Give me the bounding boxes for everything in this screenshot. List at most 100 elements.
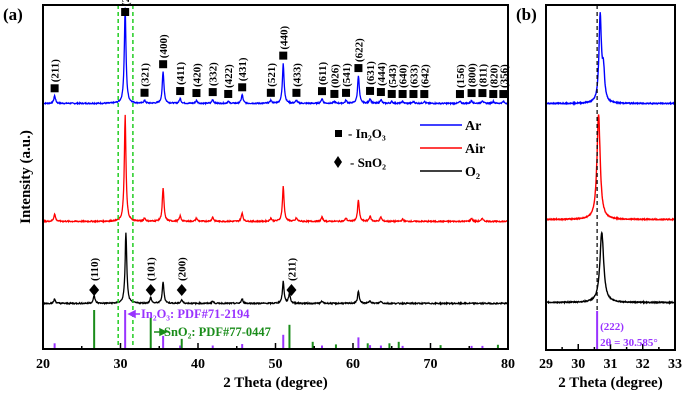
in2o3-square-marker (455, 90, 464, 99)
in2o3-square-marker (387, 89, 396, 98)
x-tick-label: 20 (36, 357, 50, 372)
hkl-label: (811) (477, 64, 489, 88)
in2o3-square-marker (318, 87, 326, 96)
in2o3-square-marker (467, 89, 476, 98)
in2o3-square-marker (140, 88, 149, 97)
in2o3-square-marker (366, 86, 375, 95)
hkl-label: (411) (175, 61, 187, 85)
in2o3-square-marker (238, 83, 247, 92)
reference-label-in2o3: In₂O₃: PDF#71-2194 (141, 307, 250, 321)
panel-label-b: (b) (516, 5, 537, 24)
hkl-label: (356) (498, 64, 510, 88)
sno2-diamond-marker (286, 284, 297, 296)
x-tick-label-b: 29 (539, 357, 553, 372)
legend-diamond-icon (334, 156, 342, 168)
x-tick-label: 60 (346, 357, 360, 372)
reference-label-sno2: SnO₂: PDF#77-0447 (164, 325, 271, 339)
legend-series-label: Air (465, 142, 485, 157)
in2o3-square-marker (342, 88, 351, 97)
x-tick-label: 50 (269, 357, 283, 372)
in2o3-square-marker (279, 51, 288, 60)
in2o3-square-marker (420, 90, 429, 99)
hkl-label: (543) (387, 64, 399, 88)
hkl-label: (640) (398, 64, 410, 88)
hkl-label: (820) (488, 64, 500, 88)
x-tick-label: 70 (424, 357, 438, 372)
in2o3-square-marker (159, 60, 168, 69)
hkl-label: (611) (317, 62, 329, 86)
trace-1 (42, 114, 509, 224)
annotation-2theta: 2θ = 30.585° (600, 337, 658, 349)
hkl-label: (444) (376, 62, 388, 86)
x-tick-label: 40 (191, 357, 205, 372)
in2o3-square-marker (224, 89, 233, 98)
x-tick-label-b: 33 (668, 357, 682, 372)
annotation-hkl: (222) (600, 321, 624, 333)
in2o3-square-marker (354, 64, 363, 73)
hkl-label: (622) (353, 38, 365, 62)
legend-phase-in2o3: - In₂O₃ (348, 126, 386, 141)
x-axis-label: 2 Theta (degree) (223, 375, 327, 391)
arrow-right-icon (154, 327, 168, 337)
legend-phase-sno2: - SnO₂ (350, 155, 386, 170)
hkl-label: (400) (158, 34, 170, 58)
hkl-label: (211) (50, 59, 62, 83)
hkl-label: (631) (365, 61, 377, 85)
trace-b-2 (545, 230, 676, 306)
hkl-label: (026) (329, 64, 341, 88)
hkl-label: (332) (208, 62, 220, 86)
legend-series-label: Ar (465, 119, 481, 134)
hkl-label: (541) (341, 63, 353, 87)
x-tick-label: 80 (501, 357, 515, 372)
hkl-label: (156) (455, 64, 467, 88)
hkl-label: (222) (120, 0, 132, 6)
trace-b-1 (545, 114, 676, 222)
x-tick-label: 30 (114, 357, 128, 372)
in2o3-square-marker (398, 90, 407, 99)
hkl-label: (321) (140, 63, 152, 87)
hkl-label: (422) (223, 64, 235, 88)
hkl-label: (200) (177, 257, 189, 281)
hkl-label: (642) (419, 64, 431, 88)
hkl-label: (800) (467, 63, 479, 87)
in2o3-square-marker (376, 88, 385, 97)
legend-series-label: O₂ (465, 165, 480, 180)
arrow-left-icon (127, 309, 140, 319)
in2o3-square-marker (292, 88, 301, 97)
panel-a: 20 30 40 50 60 70 80 2 Theta (degree) Intensity … (3, 0, 515, 391)
in2o3-square-marker (121, 8, 130, 16)
in2o3-square-marker (192, 89, 201, 98)
trace-0 (42, 7, 509, 106)
sno2-diamond-marker (145, 284, 156, 296)
in2o3-square-marker (499, 90, 508, 99)
in2o3-square-marker (330, 89, 339, 98)
hkl-label: (110) (89, 257, 101, 281)
hkl-label: (440) (278, 25, 290, 49)
in2o3-square-marker (478, 89, 487, 98)
sno2-diamond-marker (89, 284, 100, 296)
in2o3-square-marker (50, 84, 59, 93)
x-tick-label-b: 30 (571, 357, 585, 372)
y-axis-label: Intensity (a.u.) (18, 130, 34, 224)
hkl-label: (420) (191, 63, 203, 87)
in2o3-square-marker (208, 88, 217, 97)
x-tick-label-b: 32 (636, 357, 650, 372)
sno2-diamond-marker (176, 284, 187, 296)
panel-b: 29 30 31 32 33 2 Theta (degree) (b) (222) 2θ = 3… (516, 4, 682, 391)
hkl-label: (431) (237, 57, 249, 81)
trace-b-0 (545, 12, 675, 106)
hkl-label: (211) (286, 257, 298, 281)
hkl-label: (433) (291, 63, 303, 87)
hkl-label: (101) (146, 257, 158, 281)
in2o3-square-marker (266, 88, 275, 97)
legend-square-icon (335, 130, 342, 137)
in2o3-square-marker (176, 87, 185, 96)
in2o3-square-marker (409, 90, 418, 99)
panel-label-a: (a) (3, 5, 23, 24)
trace-2 (42, 232, 509, 306)
x-tick-label-b: 31 (604, 357, 618, 372)
plot-frame (42, 4, 509, 350)
in2o3-square-marker (489, 90, 498, 99)
hkl-label: (633) (408, 64, 420, 88)
